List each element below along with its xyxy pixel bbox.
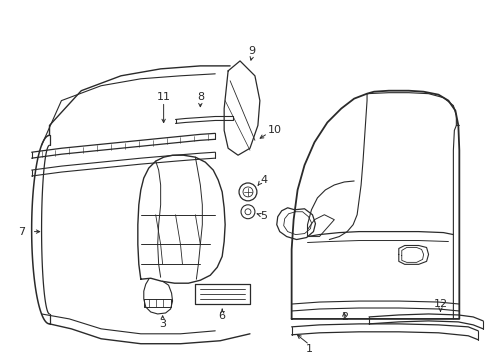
Text: 6: 6 (218, 311, 225, 321)
Text: 1: 1 (305, 344, 312, 354)
Text: 3: 3 (159, 319, 166, 329)
Text: 9: 9 (248, 46, 255, 56)
Text: 12: 12 (432, 299, 447, 309)
Text: 10: 10 (267, 125, 281, 135)
Text: 4: 4 (260, 175, 267, 185)
Text: 2: 2 (340, 312, 347, 322)
Text: 7: 7 (18, 226, 25, 237)
Text: 8: 8 (196, 92, 203, 102)
Text: 11: 11 (156, 92, 170, 102)
Text: 5: 5 (260, 211, 267, 221)
